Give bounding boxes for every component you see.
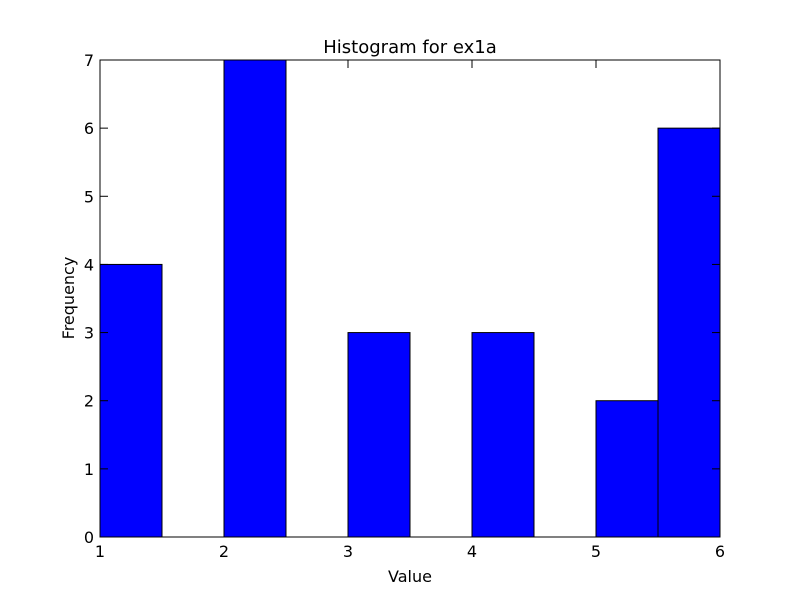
x-tick-label: 1 bbox=[95, 542, 105, 561]
chart-title: Histogram for ex1a bbox=[323, 37, 496, 58]
plot-frame bbox=[99, 59, 721, 538]
y-axis-label: Frequency bbox=[59, 257, 78, 340]
histogram-bar bbox=[347, 332, 411, 538]
y-tick-label: 2 bbox=[84, 392, 94, 411]
x-axis-label: Value bbox=[388, 567, 432, 586]
y-tick-label: 3 bbox=[84, 324, 94, 343]
y-tick-label: 0 bbox=[84, 528, 94, 547]
x-tick-label: 5 bbox=[591, 542, 601, 561]
histogram-bar bbox=[471, 332, 535, 538]
histogram-bar bbox=[657, 127, 721, 538]
x-tick-label: 2 bbox=[219, 542, 229, 561]
x-tick-label: 3 bbox=[343, 542, 353, 561]
y-tick-label: 5 bbox=[84, 187, 94, 206]
histogram-bar bbox=[223, 59, 287, 538]
x-tick-label: 6 bbox=[715, 542, 725, 561]
y-tick-label: 1 bbox=[84, 460, 94, 479]
histogram-bar bbox=[595, 400, 659, 538]
x-tick-label: 4 bbox=[467, 542, 477, 561]
bars-group bbox=[99, 59, 721, 538]
y-tick-label: 6 bbox=[84, 119, 94, 138]
histogram-bar bbox=[99, 263, 163, 538]
y-tick-label: 4 bbox=[84, 255, 94, 274]
y-tick-label: 7 bbox=[84, 51, 94, 70]
